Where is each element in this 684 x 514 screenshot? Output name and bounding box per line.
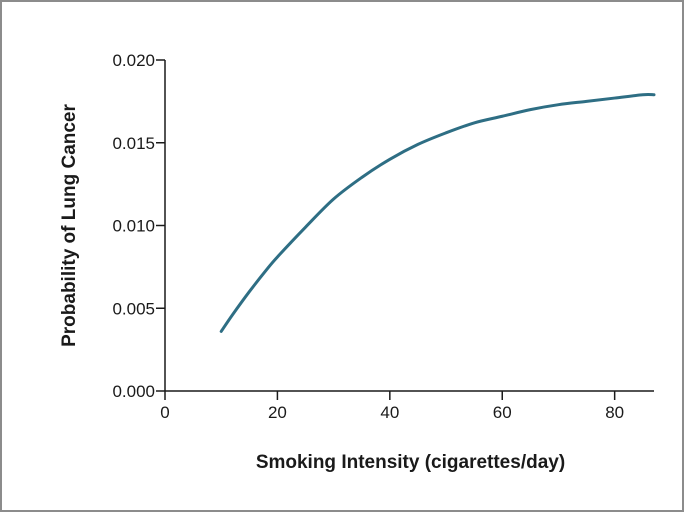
x-tick-label: 60: [493, 403, 512, 422]
y-tick-label: 0.005: [112, 299, 155, 318]
y-axis: 0.000 0.005 0.010 0.015 0.020: [112, 51, 166, 401]
x-tick-label: 20: [268, 403, 287, 422]
y-tick-label: 0.010: [112, 217, 155, 236]
x-tick-label: 0: [160, 403, 169, 422]
x-tick-label: 40: [380, 403, 399, 422]
x-axis-title: Smoking Intensity (cigarettes/day): [256, 452, 565, 473]
x-axis: 0 20 40 60 80: [160, 390, 654, 422]
y-tick-label: 0.020: [112, 51, 155, 70]
y-tick-label: 0.000: [112, 382, 155, 401]
x-tick-label: 80: [605, 403, 624, 422]
y-tick-label: 0.015: [112, 134, 155, 153]
y-axis-title: Probability of Lung Cancer: [59, 104, 80, 347]
probability-curve-line: [219, 93, 656, 333]
